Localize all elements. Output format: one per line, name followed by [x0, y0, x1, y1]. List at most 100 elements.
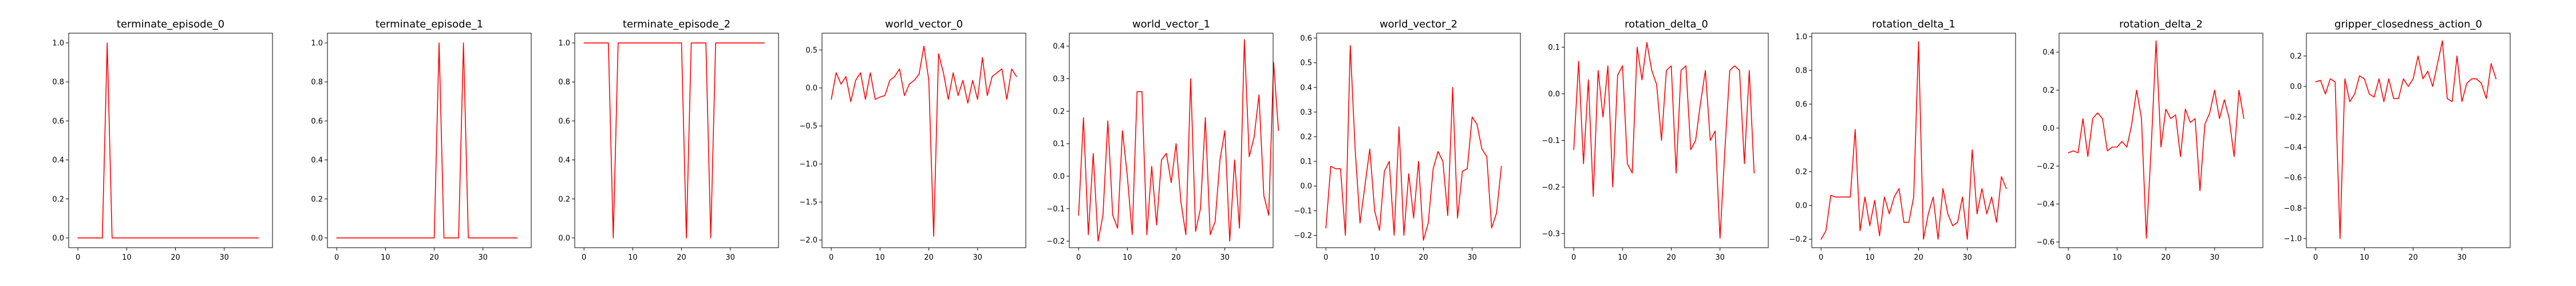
y-tick-label: 0.2: [558, 195, 570, 204]
y-tick-label: 0.0: [1053, 173, 1065, 181]
y-tick-label: 0.8: [52, 78, 64, 87]
x-tick-label: 0: [582, 253, 586, 262]
axes-frame: [2059, 33, 2263, 248]
x-tick-label: 10: [1123, 253, 1132, 262]
y-tick-label: −0.2: [1294, 232, 1312, 240]
chart-title: world_vector_0: [885, 18, 963, 30]
y-tick-label: 0.8: [1795, 66, 1807, 75]
y-tick-label: 0.4: [1795, 134, 1807, 143]
y-tick-label: 0.0: [2042, 124, 2055, 133]
y-tick-label: 0.4: [1053, 42, 1065, 51]
y-tick-label: −0.1: [1542, 137, 1560, 145]
y-tick-label: −0.4: [2036, 200, 2055, 209]
x-tick-label: 0: [1819, 253, 1823, 262]
x-tick-label: 20: [2408, 253, 2418, 262]
axes-frame: [2306, 33, 2511, 248]
chart-panel: terminate_episode_1 0 10 20 30 0.0 0.2 0.4 0.6 0.…: [311, 18, 532, 262]
y-tick-label: 0.2: [2290, 52, 2302, 61]
chart-panel: gripper_closedness_action_0 0 10 20 30 −1.0 −0…: [2283, 18, 2511, 262]
chart-title: world_vector_1: [1132, 18, 1210, 30]
x-tick-label: 30: [2457, 253, 2467, 262]
axes-frame: [1069, 33, 1274, 248]
x-tick-label: 20: [1419, 253, 1428, 262]
axes-frame: [1564, 33, 1769, 248]
y-tick-label: 0.2: [1053, 108, 1065, 116]
x-tick-label: 30: [1467, 253, 1477, 262]
x-tick-label: 10: [628, 253, 638, 262]
chart-panel: world_vector_0 0 10 20 30 −2.0 −1.5 −1.0 −0.5 0.0…: [799, 18, 1026, 262]
x-tick-label: 10: [381, 253, 390, 262]
x-tick-label: 30: [2210, 253, 2219, 262]
y-tick-label: −0.1: [1046, 205, 1065, 213]
x-tick-label: 30: [1962, 253, 1972, 262]
y-tick-label: 0.2: [311, 195, 323, 204]
x-tick-label: 30: [725, 253, 735, 262]
chart-title: rotation_delta_1: [1872, 18, 1955, 30]
y-tick-label: −1.5: [799, 198, 817, 207]
series-line: [583, 42, 765, 239]
y-tick-label: −0.6: [2036, 239, 2055, 247]
axes-frame: [1811, 33, 2016, 248]
x-tick-label: 0: [2313, 253, 2318, 262]
x-tick-label: 10: [1618, 253, 1627, 262]
x-tick-label: 30: [1715, 253, 1725, 262]
y-tick-label: −0.1: [1294, 207, 1312, 216]
x-tick-label: 30: [478, 253, 488, 262]
y-tick-label: 0.0: [1548, 90, 1560, 98]
y-tick-label: 0.2: [1300, 133, 1312, 142]
y-tick-label: 0.6: [558, 117, 570, 126]
y-tick-label: −0.4: [2283, 144, 2302, 152]
x-tick-label: 10: [1865, 253, 1875, 262]
axes-frame: [1316, 33, 1521, 248]
x-tick-label: 10: [1370, 253, 1380, 262]
chart-panel: world_vector_1 0 10 20 30 −0.2 −0.1 0.0 0.1 0.2 0.…: [1046, 18, 1279, 262]
y-tick-label: −1.0: [2283, 235, 2302, 244]
x-tick-label: 0: [334, 253, 339, 262]
x-tick-label: 10: [2360, 253, 2369, 262]
y-tick-label: −0.5: [799, 122, 817, 131]
series-line: [2315, 40, 2497, 239]
y-tick-label: −0.2: [1046, 237, 1065, 246]
y-tick-label: 0.0: [805, 84, 817, 93]
x-tick-label: 20: [677, 253, 686, 262]
y-tick-label: 0.0: [558, 234, 570, 243]
x-tick-label: 0: [1571, 253, 1576, 262]
y-tick-label: −0.2: [1789, 236, 1807, 244]
x-tick-label: 30: [219, 253, 229, 262]
y-tick-label: 0.3: [1053, 75, 1065, 84]
y-tick-label: 1.0: [1795, 33, 1807, 41]
y-tick-label: 0.6: [1300, 34, 1312, 43]
x-tick-label: 10: [2112, 253, 2122, 262]
y-tick-label: −0.6: [2283, 174, 2302, 182]
y-tick-label: 0.4: [2042, 49, 2055, 57]
axes-frame: [574, 33, 779, 248]
x-tick-label: 0: [1323, 253, 1328, 262]
y-tick-label: 1.0: [311, 39, 323, 48]
y-tick-label: −0.3: [1542, 230, 1560, 239]
y-tick-label: 0.4: [1300, 84, 1312, 92]
chart-panel: world_vector_2 0 10 20 30 −0.2 −0.1 0.0 0.1 0.2 0.…: [1294, 18, 1521, 262]
x-tick-label: 0: [2066, 253, 2071, 262]
y-tick-label: 0.4: [558, 156, 570, 165]
x-tick-label: 10: [875, 253, 885, 262]
y-tick-label: 0.8: [311, 78, 323, 87]
series-line: [336, 42, 518, 239]
y-tick-label: 0.0: [1300, 182, 1312, 191]
y-tick-label: 1.0: [52, 39, 64, 48]
y-tick-label: 0.2: [1795, 168, 1807, 177]
y-tick-label: 0.0: [1795, 202, 1807, 210]
series-line: [1325, 45, 1502, 241]
chart-panel: terminate_episode_2 0 10 20 30 0.0 0.2 0.4 0.6 0.…: [558, 18, 779, 262]
y-tick-label: 0.3: [1300, 108, 1312, 117]
chart-title: world_vector_2: [1380, 18, 1457, 30]
series-line: [831, 45, 1017, 237]
chart-panel: rotation_delta_2 0 10 20 30 −0.6 −0.4 −0.2 0.0 0.…: [2036, 18, 2263, 262]
y-tick-label: 0.1: [1548, 43, 1560, 52]
series-line: [1078, 39, 1279, 242]
chart-title: terminate_episode_2: [623, 18, 730, 30]
y-tick-label: 1.0: [558, 39, 570, 48]
y-tick-label: 0.1: [1300, 158, 1312, 166]
y-tick-label: 0.5: [805, 46, 817, 55]
axes-frame: [821, 33, 1026, 248]
